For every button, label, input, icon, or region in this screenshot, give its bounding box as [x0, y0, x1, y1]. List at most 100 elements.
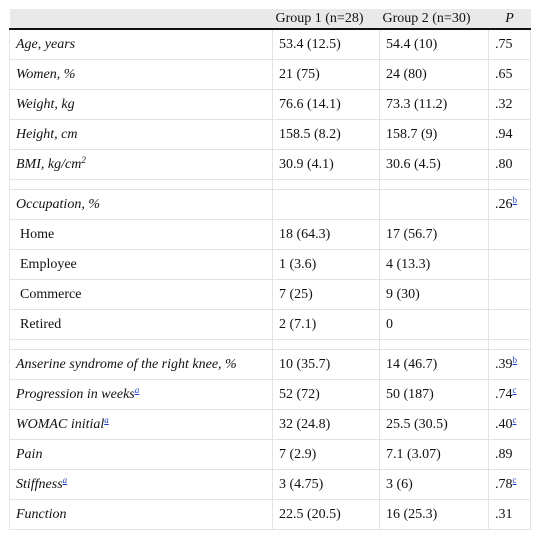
table-header: Group 1 (n=28) Group 2 (n=30) P — [9, 9, 531, 30]
row-label: Commerce — [9, 279, 273, 310]
table-row: Progression in weeksa 52 (72) 50 (187) .74c — [9, 379, 531, 410]
p-value-text: .65 — [495, 66, 513, 82]
p-value — [488, 309, 531, 340]
row-label-text: Commerce — [20, 286, 82, 302]
footnote-link[interactable]: b — [512, 194, 518, 205]
row-label: Retired — [9, 309, 273, 340]
row-label: WOMAC initiala — [9, 409, 273, 440]
p-value: .80 — [488, 149, 531, 180]
row-label: Stiffnessa — [9, 469, 273, 500]
p-value — [488, 279, 531, 310]
row-label-text: Stiffness — [16, 476, 63, 492]
footnote-link[interactable]: a — [104, 414, 109, 425]
row-label: Home — [9, 219, 273, 250]
row-label-text: Women, % — [16, 66, 76, 82]
footnote-link[interactable]: c — [512, 414, 517, 425]
p-value-text: .89 — [495, 446, 513, 462]
spacer-cell — [272, 339, 380, 350]
group-1-value: 53.4 (12.5) — [272, 28, 380, 60]
group-2-value: 7.1 (3.07) — [379, 439, 489, 470]
group-2-value: 3 (6) — [379, 469, 489, 500]
p-value-text: .94 — [495, 126, 513, 142]
footnote-link[interactable]: c — [512, 474, 517, 485]
row-label-text: Retired — [20, 316, 62, 332]
footnote-link[interactable]: c — [512, 384, 517, 395]
p-value-text: .39 — [495, 356, 513, 372]
p-value-text: .74 — [495, 386, 513, 402]
p-value: .89 — [488, 439, 531, 470]
p-value: .31 — [488, 499, 531, 530]
p-value: .26b — [488, 189, 531, 220]
table-row: Stiffnessa 3 (4.75) 3 (6) .78c — [9, 469, 531, 500]
row-label-text: WOMAC initial — [16, 416, 105, 432]
footnote-link[interactable]: b — [512, 354, 518, 365]
spacer-cell — [9, 179, 273, 190]
group-2-value: 54.4 (10) — [379, 28, 489, 60]
row-label-text: Employee — [20, 256, 77, 272]
row-label: Weight, kg — [9, 89, 273, 120]
table-row: Women, % 21 (75) 24 (80) .65 — [9, 59, 531, 90]
header-group-2: Group 2 (n=30) — [379, 9, 489, 30]
p-value-text: .80 — [495, 156, 513, 172]
header-row: Group 1 (n=28) Group 2 (n=30) P — [9, 9, 531, 30]
group-1-value: 52 (72) — [272, 379, 380, 410]
table-row: Anserine syndrome of the right knee, % 10… — [9, 349, 531, 380]
group-1-value: 1 (3.6) — [272, 249, 380, 280]
spacer-cell — [488, 179, 531, 190]
spacer-row — [9, 179, 531, 190]
p-value — [488, 219, 531, 250]
row-label-text: Weight, kg — [16, 96, 75, 112]
group-1-value — [272, 189, 380, 220]
spacer-cell — [272, 179, 380, 190]
baseline-characteristics-table: Group 1 (n=28) Group 2 (n=30) P Age, yea… — [9, 9, 531, 530]
group-2-value: 50 (187) — [379, 379, 489, 410]
row-label: Pain — [9, 439, 273, 470]
p-value-text: .40 — [495, 416, 513, 432]
table-row: Height, cm 158.5 (8.2) 158.7 (9) .94 — [9, 119, 531, 150]
group-2-value: 9 (30) — [379, 279, 489, 310]
group-2-value — [379, 189, 489, 220]
table-row: Home 18 (64.3) 17 (56.7) — [9, 219, 531, 250]
p-value: .32 — [488, 89, 531, 120]
group-2-value: 30.6 (4.5) — [379, 149, 489, 180]
p-value: .65 — [488, 59, 531, 90]
row-label-text: Occupation, % — [16, 196, 100, 212]
p-value-text: .75 — [495, 36, 513, 52]
group-1-value: 32 (24.8) — [272, 409, 380, 440]
group-1-value: 3 (4.75) — [272, 469, 380, 500]
table-row: Age, years 53.4 (12.5) 54.4 (10) .75 — [9, 28, 531, 60]
table-body: Age, years 53.4 (12.5) 54.4 (10) .75 Women, … — [9, 28, 531, 530]
group-1-value: 22.5 (20.5) — [272, 499, 380, 530]
table-row: WOMAC initiala 32 (24.8) 25.5 (30.5) .40c — [9, 409, 531, 440]
group-2-value: 24 (80) — [379, 59, 489, 90]
row-label-text: Height, cm — [16, 126, 78, 142]
row-label-text: Function — [16, 506, 67, 522]
group-2-value: 158.7 (9) — [379, 119, 489, 150]
footnote-link[interactable]: a — [134, 384, 140, 395]
spacer-cell — [379, 179, 489, 190]
p-value-text: .32 — [495, 96, 513, 112]
p-value-text: .78 — [495, 476, 513, 492]
group-1-value: 21 (75) — [272, 59, 380, 90]
row-label: Anserine syndrome of the right knee, % — [9, 349, 273, 380]
table-row: Weight, kg 76.6 (14.1) 73.3 (11.2) .32 — [9, 89, 531, 120]
footnote-link[interactable]: a — [62, 474, 68, 485]
group-1-value: 158.5 (8.2) — [272, 119, 380, 150]
spacer-row — [9, 339, 531, 350]
label-superscript: 2 — [81, 154, 86, 165]
table-row: BMI, kg/cm2 30.9 (4.1) 30.6 (4.5) .80 — [9, 149, 531, 180]
group-2-value: 25.5 (30.5) — [379, 409, 489, 440]
baseline-characteristics-table-container: Group 1 (n=28) Group 2 (n=30) P Age, yea… — [9, 9, 531, 530]
spacer-cell — [488, 339, 531, 350]
group-2-value: 17 (56.7) — [379, 219, 489, 250]
table-row: Employee 1 (3.6) 4 (13.3) — [9, 249, 531, 280]
p-value: .94 — [488, 119, 531, 150]
group-2-value: 0 — [379, 309, 489, 340]
table-row: Retired 2 (7.1) 0 — [9, 309, 531, 340]
header-p-value: P — [488, 9, 531, 30]
group-1-value: 7 (2.9) — [272, 439, 380, 470]
row-label: Progression in weeksa — [9, 379, 273, 410]
spacer-cell — [9, 339, 273, 350]
row-label-text: Age, years — [16, 36, 76, 52]
group-1-value: 30.9 (4.1) — [272, 149, 380, 180]
